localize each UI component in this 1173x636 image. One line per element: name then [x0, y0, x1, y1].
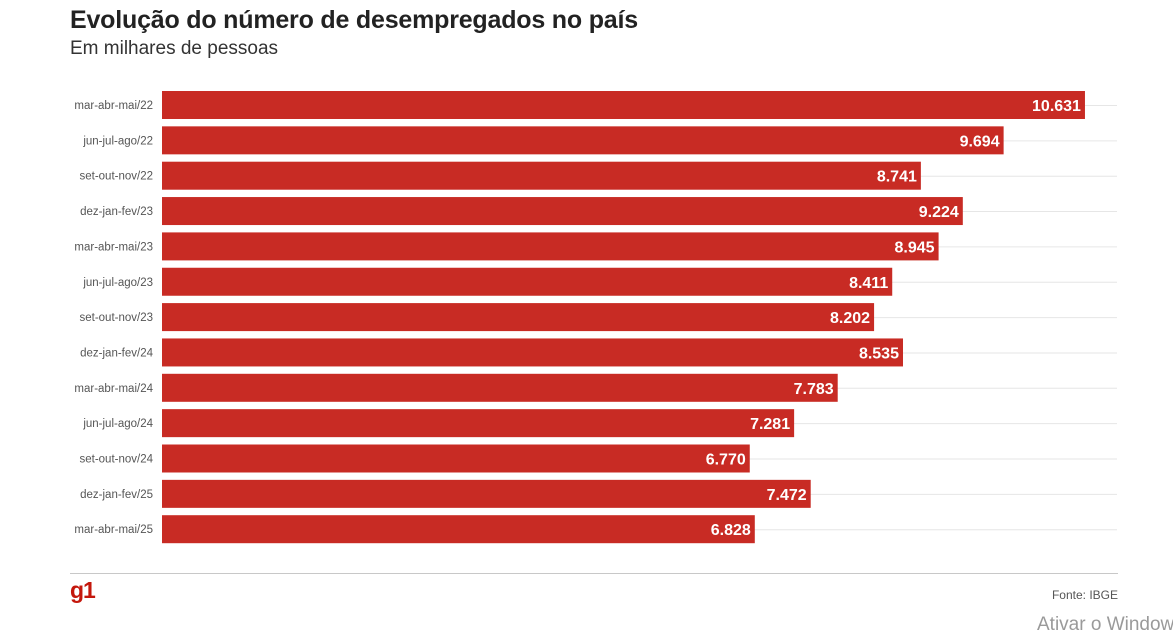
value-label: 9.694	[960, 133, 1000, 150]
category-label: mar-abr-mai/23	[74, 241, 153, 253]
bar	[162, 515, 755, 544]
bar	[162, 338, 903, 367]
value-label: 7.783	[794, 381, 834, 398]
value-label: 8.945	[895, 239, 935, 256]
value-label: 8.202	[830, 310, 870, 327]
value-label: 8.741	[877, 169, 917, 186]
bar	[162, 197, 963, 226]
bar	[162, 267, 893, 296]
bar	[162, 126, 1004, 155]
category-label: dez-jan-fev/25	[80, 489, 153, 501]
category-label: jun-jul-ago/22	[82, 135, 153, 147]
category-label: set-out-nov/24	[79, 454, 153, 466]
source-note: Fonte: IBGE	[1051, 588, 1118, 602]
category-label: set-out-nov/22	[79, 171, 153, 183]
value-label: 7.472	[767, 487, 807, 504]
value-label: 8.535	[859, 345, 899, 362]
value-label: 9.224	[919, 204, 959, 221]
category-label: set-out-nov/23	[79, 312, 153, 324]
category-label: mar-abr-mai/24	[74, 383, 153, 395]
value-label: 7.281	[750, 416, 790, 433]
g1-logo: g1	[70, 577, 96, 603]
bar	[162, 161, 921, 190]
bar	[162, 409, 795, 438]
value-label: 10.631	[1032, 98, 1081, 115]
bar	[162, 373, 838, 402]
bar	[162, 91, 1085, 119]
category-label: mar-abr-mai/25	[74, 524, 153, 536]
chart-subtitle: Em milhares de pessoas	[70, 38, 279, 59]
windows-activation-watermark: Ativar o Window	[1037, 614, 1173, 635]
footer-divider	[70, 573, 1118, 574]
chart-title: Evolução do número de desempregados no p…	[70, 6, 638, 34]
bar	[162, 303, 875, 332]
category-label: dez-jan-fev/24	[80, 347, 153, 359]
value-label: 8.411	[849, 275, 888, 292]
bar	[162, 479, 811, 508]
category-label: mar-abr-mai/22	[74, 100, 153, 112]
bar	[162, 232, 939, 261]
bar	[162, 444, 750, 473]
category-label: dez-jan-fev/23	[80, 206, 153, 218]
value-label: 6.828	[711, 522, 751, 539]
bar-chart: mar-abr-mai/22 10.631 jun-jul-ago/22 9.694 s…	[74, 91, 1117, 544]
category-label: jun-jul-ago/23	[82, 277, 153, 289]
value-label: 6.770	[706, 452, 746, 469]
category-label: jun-jul-ago/24	[82, 418, 153, 430]
